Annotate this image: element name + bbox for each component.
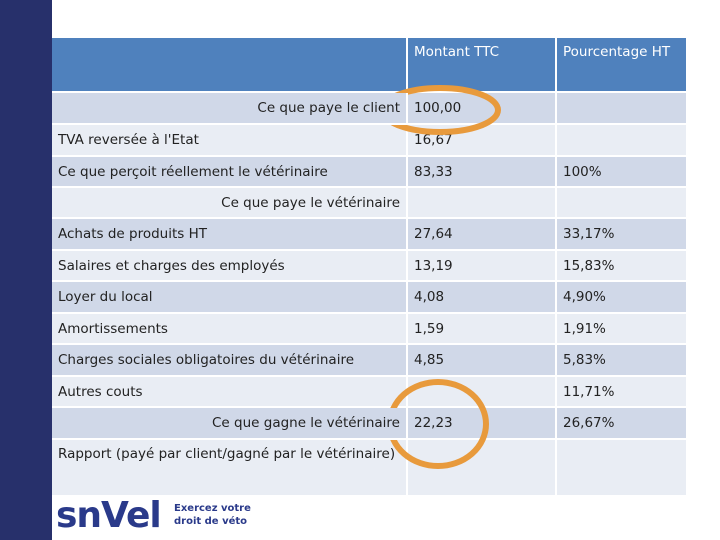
logo: snVel Exercez votre droit de véto — [56, 494, 256, 538]
logo-tagline: Exercez votre — [174, 503, 251, 514]
header-cell: Montant TTC — [408, 38, 557, 93]
cell: 1,59 — [408, 314, 557, 345]
cell — [557, 188, 688, 219]
row-label: Ce que paye le vétérinaire — [52, 188, 408, 219]
cell — [557, 125, 688, 157]
row-label: Charges sociales obligatoires du vétérin… — [52, 345, 408, 377]
cell — [408, 377, 557, 408]
row-label: Ce que gagne le vétérinaire — [52, 408, 408, 440]
cell: 100,00 — [408, 93, 557, 125]
row-label: Loyer du local — [52, 282, 408, 314]
cell: 16,67 — [408, 125, 557, 157]
cell: 4,85 — [408, 345, 557, 377]
logo-tagline: droit de véto — [174, 516, 248, 527]
cell: 4,08 — [408, 282, 557, 314]
cell: 15,83% — [557, 251, 688, 282]
cell: 5,83% — [557, 345, 688, 377]
cell — [557, 93, 688, 125]
cell: 4,90% — [557, 282, 688, 314]
row-label: Rapport (payé par client/gagné par le vé… — [52, 440, 408, 497]
cell: 13,19 — [408, 251, 557, 282]
cell: 26,67% — [557, 408, 688, 440]
side-bar — [0, 0, 52, 540]
cell: 11,71% — [557, 377, 688, 408]
row-label: Achats de produits HT — [52, 219, 408, 251]
cell — [557, 440, 688, 497]
cell: 33,17% — [557, 219, 688, 251]
logo-name: snVel — [56, 495, 162, 536]
cell: 22,23 — [408, 408, 557, 440]
row-label: Autres couts — [52, 377, 408, 408]
cell — [408, 188, 557, 219]
cell: 83,33 — [408, 157, 557, 188]
row-label: Salaires et charges des employés — [52, 251, 408, 282]
header-cell — [52, 38, 408, 93]
cell: 1,91% — [557, 314, 688, 345]
row-label: Ce que paye le client — [52, 93, 408, 125]
row-label: Ce que perçoit réellement le vétérinaire — [52, 157, 408, 188]
cell: 27,64 — [408, 219, 557, 251]
cell — [408, 440, 557, 497]
row-label: TVA reversée à l'Etat — [52, 125, 408, 157]
cell: 100% — [557, 157, 688, 188]
row-label: Amortissements — [52, 314, 408, 345]
header-cell: Pourcentage HT — [557, 38, 688, 93]
